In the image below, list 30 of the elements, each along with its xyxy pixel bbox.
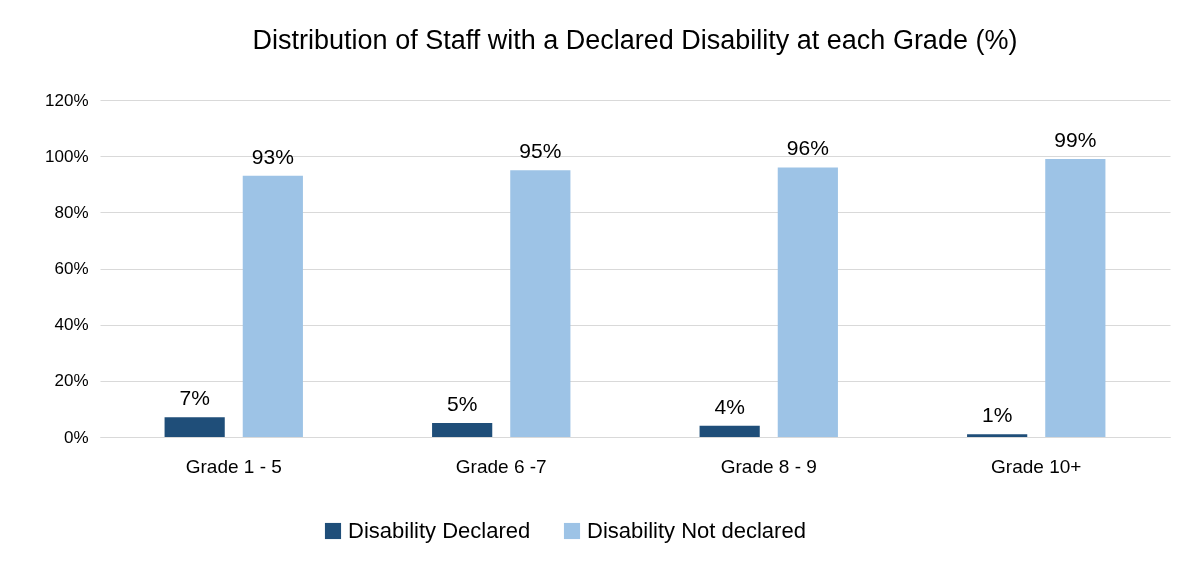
- x-tick-label: Grade 6 -7: [455, 455, 547, 477]
- x-tick-label: Grade 8 - 9: [720, 455, 817, 477]
- y-tick-label: 40%: [54, 315, 89, 335]
- bar: [164, 417, 225, 437]
- data-label: 93%: [251, 144, 294, 168]
- data-label: 4%: [714, 394, 745, 418]
- legend-label: Disability Not declared: [587, 518, 806, 543]
- legend-label: Disability Declared: [348, 518, 531, 543]
- y-tick-label: 80%: [54, 202, 89, 222]
- bar: [510, 170, 571, 437]
- data-label: 7%: [179, 386, 210, 410]
- bar: [432, 422, 493, 437]
- x-tick-label: Grade 1 - 5: [185, 455, 282, 477]
- data-label: 5%: [446, 391, 478, 415]
- bar: [242, 175, 303, 437]
- y-tick-label: 20%: [54, 371, 89, 391]
- bar: [967, 434, 1028, 437]
- bar: [699, 425, 760, 437]
- bar: [1045, 158, 1106, 437]
- data-label: 1%: [981, 403, 1013, 427]
- y-tick-label: 60%: [54, 259, 89, 278]
- bar: [777, 167, 838, 437]
- data-label: 95%: [519, 139, 562, 163]
- data-label: 96%: [786, 136, 829, 160]
- chart-title: Distribution of Staff with a Declared Disability at each Grade (%): [252, 25, 1018, 55]
- y-tick-label: 120%: [45, 90, 89, 110]
- y-tick-label: 100%: [45, 146, 89, 166]
- data-label: 99%: [1054, 127, 1097, 151]
- x-tick-label: Grade 10+: [991, 455, 1082, 477]
- y-tick-label: 0%: [63, 427, 89, 447]
